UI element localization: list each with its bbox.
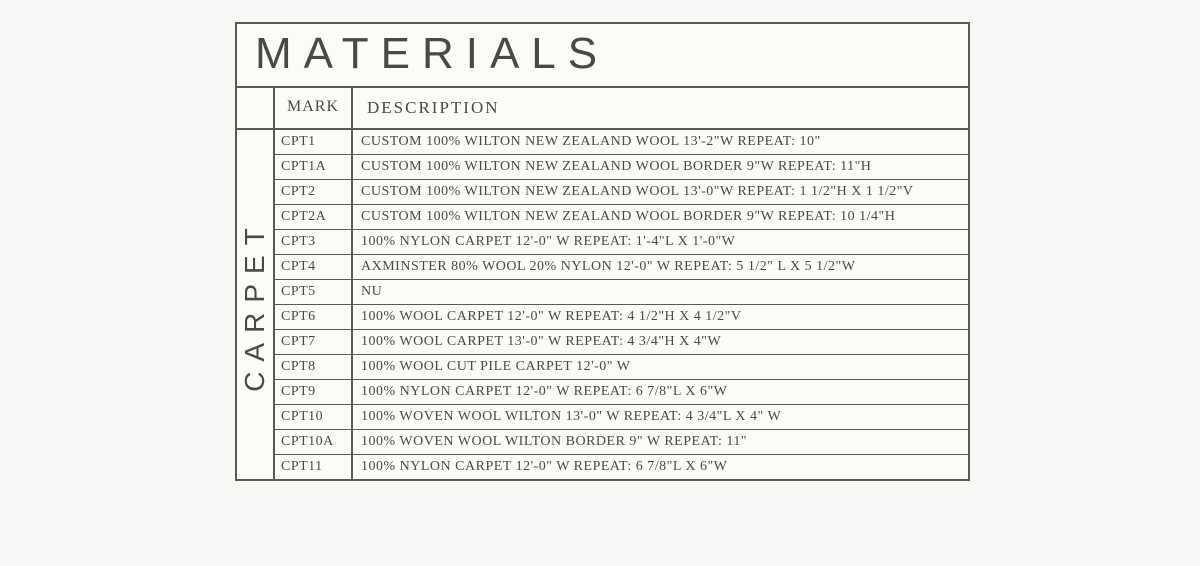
title-row: MATERIALS xyxy=(237,24,968,88)
table-body: CARPET CPT1CUSTOM 100% WILTON NEW ZEALAN… xyxy=(237,130,968,479)
mark-cell: CPT1A xyxy=(275,155,353,179)
mark-cell: CPT8 xyxy=(275,355,353,379)
description-cell: CUSTOM 100% WILTON NEW ZEALAND WOOL BORD… xyxy=(353,205,968,229)
table-row: CPT10100% WOVEN WOOL WILTON 13'-0" W REP… xyxy=(275,405,968,430)
materials-schedule: MATERIALS MARK DESCRIPTION CARPET CPT1CU… xyxy=(235,22,970,481)
description-cell: 100% WOOL CARPET 12'-0" W REPEAT: 4 1/2"… xyxy=(353,305,968,329)
description-cell: 100% WOOL CARPET 13'-0" W REPEAT: 4 3/4"… xyxy=(353,330,968,354)
mark-cell: CPT3 xyxy=(275,230,353,254)
header-category-blank xyxy=(237,88,275,128)
category-label: CARPET xyxy=(239,218,271,392)
table-row: CPT1CUSTOM 100% WILTON NEW ZEALAND WOOL … xyxy=(275,130,968,155)
table-row: CPT1ACUSTOM 100% WILTON NEW ZEALAND WOOL… xyxy=(275,155,968,180)
mark-cell: CPT10A xyxy=(275,430,353,454)
table-row: CPT10A100% WOVEN WOOL WILTON BORDER 9" W… xyxy=(275,430,968,455)
table-row: CPT9100% NYLON CARPET 12'-0" W REPEAT: 6… xyxy=(275,380,968,405)
mark-cell: CPT5 xyxy=(275,280,353,304)
table-row: CPT3100% NYLON CARPET 12'-0" W REPEAT: 1… xyxy=(275,230,968,255)
description-cell: CUSTOM 100% WILTON NEW ZEALAND WOOL 13'-… xyxy=(353,180,968,204)
mark-cell: CPT6 xyxy=(275,305,353,329)
mark-cell: CPT4 xyxy=(275,255,353,279)
mark-cell: CPT9 xyxy=(275,380,353,404)
table-row: CPT2ACUSTOM 100% WILTON NEW ZEALAND WOOL… xyxy=(275,205,968,230)
description-cell: 100% WOOL CUT PILE CARPET 12'-0" W xyxy=(353,355,968,379)
table-row: CPT2CUSTOM 100% WILTON NEW ZEALAND WOOL … xyxy=(275,180,968,205)
description-cell: 100% NYLON CARPET 12'-0" W REPEAT: 1'-4"… xyxy=(353,230,968,254)
description-cell: CUSTOM 100% WILTON NEW ZEALAND WOOL 13'-… xyxy=(353,130,968,154)
header-mark: MARK xyxy=(275,88,353,128)
table-row: CPT8100% WOOL CUT PILE CARPET 12'-0" W xyxy=(275,355,968,380)
description-cell: NU xyxy=(353,280,968,304)
rows-column: CPT1CUSTOM 100% WILTON NEW ZEALAND WOOL … xyxy=(275,130,968,479)
description-cell: CUSTOM 100% WILTON NEW ZEALAND WOOL BORD… xyxy=(353,155,968,179)
table-row: CPT5NU xyxy=(275,280,968,305)
mark-cell: CPT11 xyxy=(275,455,353,479)
table-row: CPT7100% WOOL CARPET 13'-0" W REPEAT: 4 … xyxy=(275,330,968,355)
header-description: DESCRIPTION xyxy=(353,88,968,128)
page-title: MATERIALS xyxy=(255,30,950,78)
description-cell: AXMINSTER 80% WOOL 20% NYLON 12'-0" W RE… xyxy=(353,255,968,279)
table-row: CPT4AXMINSTER 80% WOOL 20% NYLON 12'-0" … xyxy=(275,255,968,280)
mark-cell: CPT10 xyxy=(275,405,353,429)
description-cell: 100% NYLON CARPET 12'-0" W REPEAT: 6 7/8… xyxy=(353,455,968,479)
description-cell: 100% WOVEN WOOL WILTON 13'-0" W REPEAT: … xyxy=(353,405,968,429)
category-column: CARPET xyxy=(237,130,275,479)
mark-cell: CPT2A xyxy=(275,205,353,229)
mark-cell: CPT1 xyxy=(275,130,353,154)
mark-cell: CPT2 xyxy=(275,180,353,204)
mark-cell: CPT7 xyxy=(275,330,353,354)
table-row: CPT11100% NYLON CARPET 12'-0" W REPEAT: … xyxy=(275,455,968,479)
description-cell: 100% NYLON CARPET 12'-0" W REPEAT: 6 7/8… xyxy=(353,380,968,404)
table-header: MARK DESCRIPTION xyxy=(237,88,968,130)
table-row: CPT6100% WOOL CARPET 12'-0" W REPEAT: 4 … xyxy=(275,305,968,330)
description-cell: 100% WOVEN WOOL WILTON BORDER 9" W REPEA… xyxy=(353,430,968,454)
